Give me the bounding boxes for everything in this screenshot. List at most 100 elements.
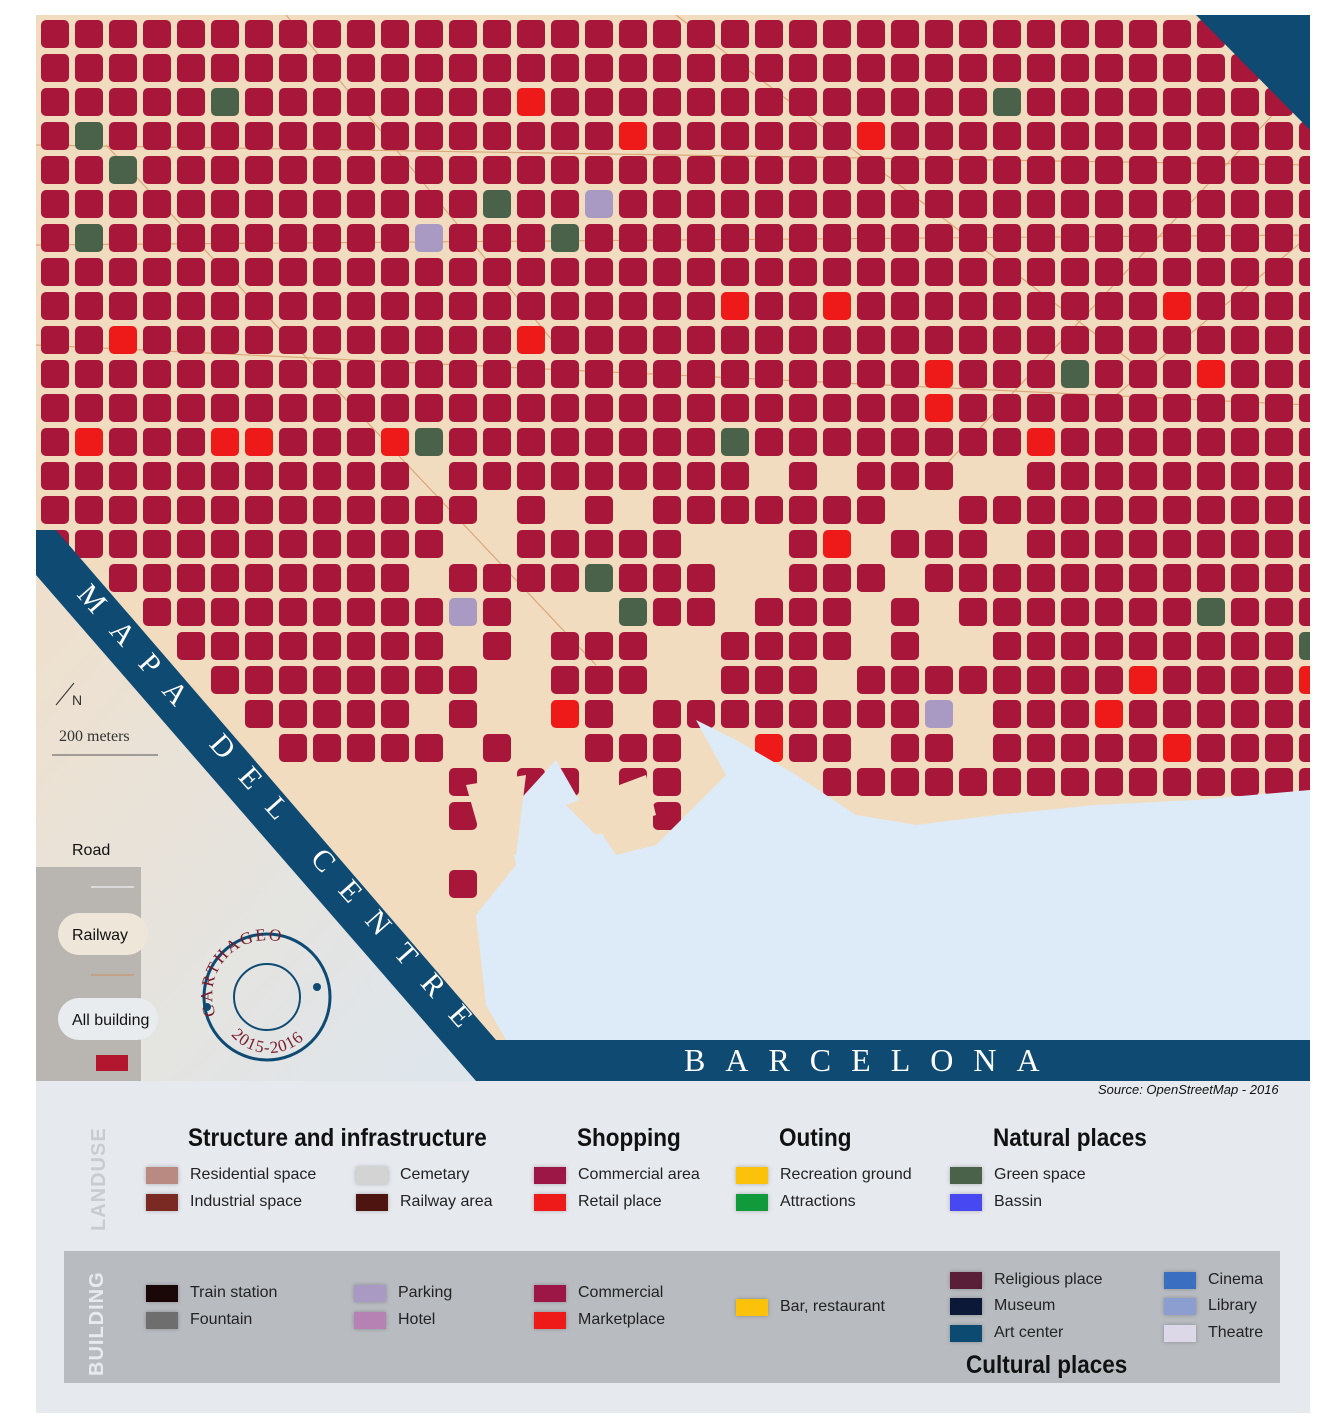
building-block xyxy=(721,258,749,286)
legend-label: Cemetary xyxy=(400,1166,470,1183)
building-block xyxy=(891,700,919,728)
building-block xyxy=(483,428,511,456)
building-block xyxy=(755,496,783,524)
building-block xyxy=(755,20,783,48)
building-block xyxy=(789,224,817,252)
building-block xyxy=(959,156,987,184)
building-block xyxy=(619,394,647,422)
building-block xyxy=(687,462,715,490)
building-block xyxy=(993,190,1021,218)
building-block xyxy=(1265,122,1293,150)
building-block xyxy=(687,326,715,354)
building-block xyxy=(211,496,239,524)
building-block xyxy=(381,292,409,320)
building-block xyxy=(959,54,987,82)
building-block xyxy=(1299,768,1310,796)
building-block xyxy=(75,190,103,218)
building-block xyxy=(245,666,273,694)
building-block xyxy=(109,326,137,354)
building-block xyxy=(925,666,953,694)
building-block xyxy=(347,734,375,762)
building-block xyxy=(177,88,205,116)
building-block xyxy=(347,360,375,388)
building-block xyxy=(143,54,171,82)
building-block xyxy=(1129,734,1157,762)
building-block xyxy=(381,20,409,48)
building-block xyxy=(1061,564,1089,592)
barcelona-map[interactable]: MAPA DEL CENTRE DE BARCELONA N 200 meter… xyxy=(36,15,1310,1081)
building-block xyxy=(449,156,477,184)
building-block xyxy=(857,360,885,388)
building-block xyxy=(41,496,69,524)
building-block xyxy=(415,632,443,660)
building-block xyxy=(1061,122,1089,150)
building-block xyxy=(755,394,783,422)
building-block xyxy=(1231,632,1259,660)
scale-label: 200 meters xyxy=(59,728,130,745)
building-block xyxy=(1095,598,1123,626)
building-block xyxy=(993,700,1021,728)
building-block xyxy=(993,292,1021,320)
building-block xyxy=(1265,428,1293,456)
building-block xyxy=(585,632,613,660)
legend-item: Recreation ground xyxy=(736,1166,912,1184)
building-block xyxy=(619,326,647,354)
building-block xyxy=(1265,530,1293,558)
building-block xyxy=(1061,428,1089,456)
building-block xyxy=(1129,258,1157,286)
legend-item: Cinema xyxy=(1164,1271,1263,1289)
building-block xyxy=(1027,462,1055,490)
building-block xyxy=(585,360,613,388)
building-block xyxy=(925,326,953,354)
building-block xyxy=(1061,734,1089,762)
building-block xyxy=(721,428,749,456)
legend-label: Cinema xyxy=(1208,1271,1264,1288)
building-block xyxy=(619,598,647,626)
building-block xyxy=(993,54,1021,82)
building-block xyxy=(993,360,1021,388)
building-block xyxy=(1163,292,1191,320)
building-block xyxy=(75,326,103,354)
harbor-dock xyxy=(466,775,526,855)
building-block xyxy=(483,598,511,626)
building-block xyxy=(1163,734,1191,762)
legend-label: Hotel xyxy=(398,1311,436,1328)
building-block xyxy=(823,258,851,286)
building-block xyxy=(1061,54,1089,82)
building-block xyxy=(1129,394,1157,422)
building-block xyxy=(381,190,409,218)
building-block xyxy=(993,258,1021,286)
building-block xyxy=(347,632,375,660)
building-block xyxy=(1095,88,1123,116)
building-block xyxy=(755,598,783,626)
building-block xyxy=(143,122,171,150)
building-block xyxy=(789,258,817,286)
legend-label: Art center xyxy=(994,1324,1064,1341)
building-block xyxy=(1027,598,1055,626)
building-block xyxy=(1027,20,1055,48)
color-swatch xyxy=(356,1193,388,1211)
color-swatch xyxy=(950,1193,982,1211)
building-block xyxy=(245,88,273,116)
building-block xyxy=(823,632,851,660)
building-block xyxy=(313,54,341,82)
building-block xyxy=(517,394,545,422)
building-block xyxy=(75,88,103,116)
building-block xyxy=(687,88,715,116)
building-block xyxy=(1299,428,1310,456)
building-block xyxy=(1027,564,1055,592)
building-block xyxy=(857,496,885,524)
building-block xyxy=(449,598,477,626)
building-block xyxy=(551,632,579,660)
legend-label: Commercial area xyxy=(578,1166,700,1183)
building-block xyxy=(891,258,919,286)
building-block xyxy=(1163,700,1191,728)
building-block xyxy=(1095,258,1123,286)
building-block xyxy=(279,88,307,116)
building-block xyxy=(755,258,783,286)
building-block xyxy=(1129,564,1157,592)
building-block xyxy=(41,258,69,286)
building-block xyxy=(891,768,919,796)
building-block xyxy=(1299,564,1310,592)
building-block xyxy=(449,54,477,82)
